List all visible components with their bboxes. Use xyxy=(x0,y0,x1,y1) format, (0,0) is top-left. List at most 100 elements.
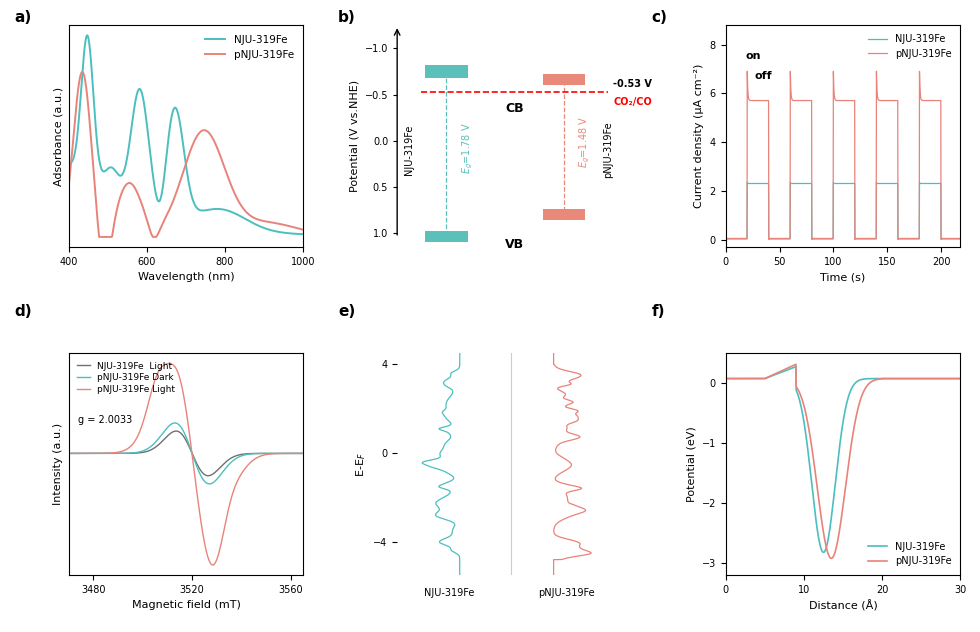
pNJU-319Fe Dark xyxy=(165,421,176,428)
Line: NJU-319Fe: NJU-319Fe xyxy=(726,367,960,552)
Text: on: on xyxy=(745,51,760,61)
pNJU-319Fe Light xyxy=(63,449,74,457)
pNJU-319Fe xyxy=(741,68,753,75)
pNJU-319Fe xyxy=(920,97,932,104)
Text: e): e) xyxy=(338,304,356,319)
NJU-319Fe xyxy=(894,235,906,243)
NJU-319Fe xyxy=(297,231,309,238)
pNJU-319Fe Light xyxy=(165,360,176,367)
Line: pNJU-319Fe Dark: pNJU-319Fe Dark xyxy=(69,423,303,484)
pNJU-319Fe Light xyxy=(163,360,174,367)
Text: pNJU-319Fe: pNJU-319Fe xyxy=(538,588,595,599)
Text: d): d) xyxy=(15,304,32,319)
NJU-319Fe xyxy=(870,375,882,382)
NJU-319Fe xyxy=(862,375,874,382)
Y-axis label: Intensity (a.u.): Intensity (a.u.) xyxy=(53,423,63,506)
NJU-319Fe xyxy=(720,235,732,243)
pNJU-319Fe Light xyxy=(207,561,219,569)
NJU-319Fe xyxy=(213,205,224,213)
Legend: NJU-319Fe, pNJU-319Fe: NJU-319Fe, pNJU-319Fe xyxy=(864,538,956,570)
Text: NJU-319Fe: NJU-319Fe xyxy=(423,588,474,599)
Text: f): f) xyxy=(652,304,665,319)
pNJU-319Fe xyxy=(63,183,74,191)
NJU-319Fe  Light xyxy=(171,427,182,435)
NJU-319Fe xyxy=(266,226,277,234)
Text: VB: VB xyxy=(505,238,524,251)
pNJU-319Fe xyxy=(894,234,906,242)
Y-axis label: Adsorbance (a.u.): Adsorbance (a.u.) xyxy=(53,87,63,186)
Line: pNJU-319Fe: pNJU-319Fe xyxy=(726,71,960,239)
pNJU-319Fe xyxy=(790,360,802,368)
pNJU-319Fe Light xyxy=(191,490,203,497)
NJU-319Fe xyxy=(955,375,966,382)
NJU-319Fe xyxy=(734,375,746,382)
pNJU-319Fe xyxy=(870,376,882,384)
Bar xyxy=(425,231,467,242)
pNJU-319Fe Light xyxy=(94,449,106,457)
pNJU-319Fe Dark xyxy=(186,449,198,457)
Line: pNJU-319Fe: pNJU-319Fe xyxy=(69,72,303,237)
X-axis label: Time (s): Time (s) xyxy=(820,272,865,283)
NJU-319Fe xyxy=(77,61,89,69)
pNJU-319Fe Dark xyxy=(63,449,74,457)
pNJU-319Fe xyxy=(955,375,966,382)
NJU-319Fe xyxy=(920,179,932,187)
Y-axis label: Potential (V vs.NHE): Potential (V vs.NHE) xyxy=(349,80,359,192)
NJU-319Fe xyxy=(817,549,829,556)
NJU-319Fe  Light xyxy=(191,460,203,468)
Text: $E_g$=1.48 V: $E_g$=1.48 V xyxy=(577,116,592,168)
Text: c): c) xyxy=(652,10,667,25)
Line: NJU-319Fe: NJU-319Fe xyxy=(69,35,303,234)
pNJU-319Fe Dark xyxy=(191,463,203,471)
X-axis label: Magnetic field (mT): Magnetic field (mT) xyxy=(131,600,240,611)
pNJU-319Fe xyxy=(200,126,212,134)
pNJU-319Fe xyxy=(762,235,774,243)
Legend: NJU-319Fe, pNJU-319Fe: NJU-319Fe, pNJU-319Fe xyxy=(864,30,956,63)
Y-axis label: E-E$_F$: E-E$_F$ xyxy=(354,452,368,477)
Bar xyxy=(543,209,585,220)
Legend: NJU-319Fe, pNJU-319Fe: NJU-319Fe, pNJU-319Fe xyxy=(201,30,298,64)
pNJU-319Fe Light xyxy=(186,451,198,458)
Text: g = 2.0033: g = 2.0033 xyxy=(78,415,132,425)
NJU-319Fe  Light xyxy=(186,449,198,457)
pNJU-319Fe xyxy=(955,234,966,242)
Text: -0.53 V: -0.53 V xyxy=(613,79,652,89)
Line: NJU-319Fe  Light: NJU-319Fe Light xyxy=(69,431,303,476)
NJU-319Fe xyxy=(922,375,934,382)
pNJU-319Fe Dark xyxy=(142,445,154,453)
pNJU-319Fe xyxy=(786,96,798,104)
Text: pNJU-319Fe: pNJU-319Fe xyxy=(604,122,613,178)
NJU-319Fe xyxy=(741,178,753,186)
Text: a): a) xyxy=(15,10,32,25)
pNJU-319Fe xyxy=(266,219,277,226)
pNJU-319Fe xyxy=(734,375,746,382)
pNJU-319Fe Dark xyxy=(204,480,216,488)
pNJU-319Fe Dark xyxy=(297,449,309,457)
pNJU-319Fe Dark xyxy=(102,449,114,457)
pNJU-319Fe xyxy=(857,390,868,398)
Legend: NJU-319Fe  Light, pNJU-319Fe Dark, pNJU-319Fe Light: NJU-319Fe Light, pNJU-319Fe Dark, pNJU-3… xyxy=(74,358,179,398)
NJU-319Fe  Light xyxy=(165,430,176,437)
NJU-319Fe  Light xyxy=(94,449,106,457)
Text: b): b) xyxy=(338,10,356,25)
Line: NJU-319Fe: NJU-319Fe xyxy=(726,182,960,240)
NJU-319Fe xyxy=(899,375,910,382)
pNJU-319Fe Light xyxy=(102,449,114,457)
Text: off: off xyxy=(755,71,772,81)
Bar xyxy=(543,74,585,85)
pNJU-319Fe Light xyxy=(297,449,309,457)
NJU-319Fe  Light xyxy=(297,449,309,457)
NJU-319Fe xyxy=(751,179,762,187)
pNJU-319Fe xyxy=(751,97,762,104)
pNJU-319Fe Dark xyxy=(169,419,180,427)
Text: NJU-319Fe: NJU-319Fe xyxy=(404,125,414,175)
NJU-319Fe xyxy=(720,375,732,382)
NJU-319Fe xyxy=(63,159,74,167)
NJU-319Fe xyxy=(241,216,253,224)
pNJU-319Fe xyxy=(241,209,253,217)
Text: CB: CB xyxy=(505,102,524,115)
pNJU-319Fe xyxy=(922,375,934,382)
pNJU-319Fe xyxy=(93,233,105,241)
pNJU-319Fe xyxy=(862,380,874,387)
NJU-319Fe xyxy=(955,235,966,243)
